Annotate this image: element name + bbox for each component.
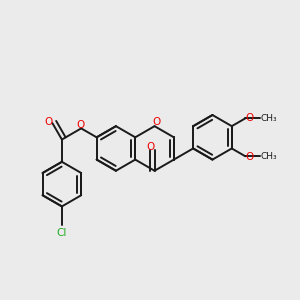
Text: O: O xyxy=(147,142,155,152)
Text: O: O xyxy=(152,117,160,128)
Text: O: O xyxy=(45,117,53,127)
Text: O: O xyxy=(246,113,254,123)
Text: CH₃: CH₃ xyxy=(261,114,277,123)
Text: O: O xyxy=(246,152,254,162)
Text: CH₃: CH₃ xyxy=(261,152,277,161)
Text: O: O xyxy=(77,120,85,130)
Text: Cl: Cl xyxy=(57,228,67,238)
